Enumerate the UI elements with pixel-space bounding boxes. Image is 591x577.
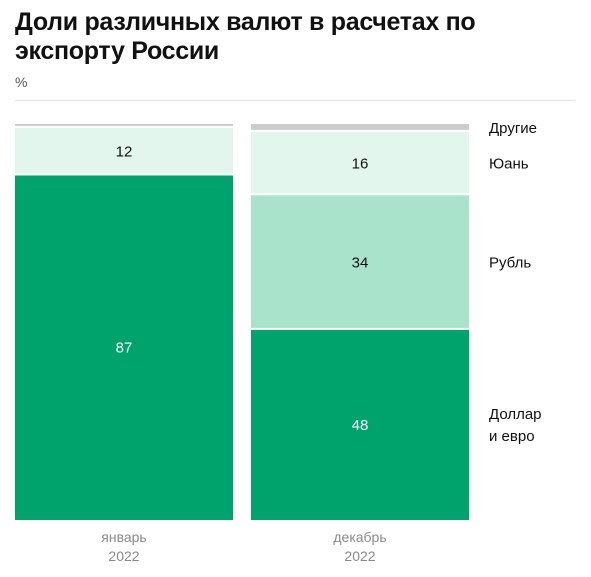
legend-label: и евро <box>489 428 535 445</box>
header-divider <box>15 100 575 101</box>
bar-segment-1-3 <box>15 127 233 174</box>
category-label-month: декабрь <box>333 529 386 545</box>
segment-value-label: 87 <box>116 340 133 357</box>
legend-label: Доллар <box>489 406 542 423</box>
bar-segment-1-4 <box>15 124 233 126</box>
legend-label: Другие <box>489 120 537 137</box>
segment-value-label: 34 <box>352 255 369 272</box>
segment-value-label: 16 <box>352 156 369 173</box>
category-label-year: 2022 <box>108 548 139 564</box>
segment-value-label: 48 <box>352 417 369 434</box>
category-ticks-layer: январь 2022 декабрь 2022 <box>101 529 386 564</box>
bar-segment-2-2 <box>251 195 469 328</box>
bar-segment-2-3 <box>251 131 469 194</box>
bar-segment-1-1 <box>15 175 233 521</box>
category-label-month: январь <box>101 529 146 545</box>
bar-segment-2-1 <box>251 329 469 520</box>
legend-label: Рубль <box>489 255 531 272</box>
category-label-year: 2022 <box>344 548 375 564</box>
segment-value-label: 12 <box>116 144 133 161</box>
bar-segment-2-4 <box>251 124 469 130</box>
legend-layer: Доллар и евро Рубль Юань Другие <box>489 120 542 445</box>
bars-layer <box>15 124 469 521</box>
segment-labels-layer: 87 12 48 34 16 <box>116 144 369 434</box>
chart-title: Доли различных валют в расчетах по экспо… <box>15 8 476 65</box>
legend-label: Юань <box>489 156 529 173</box>
unit-label: % <box>15 74 28 90</box>
